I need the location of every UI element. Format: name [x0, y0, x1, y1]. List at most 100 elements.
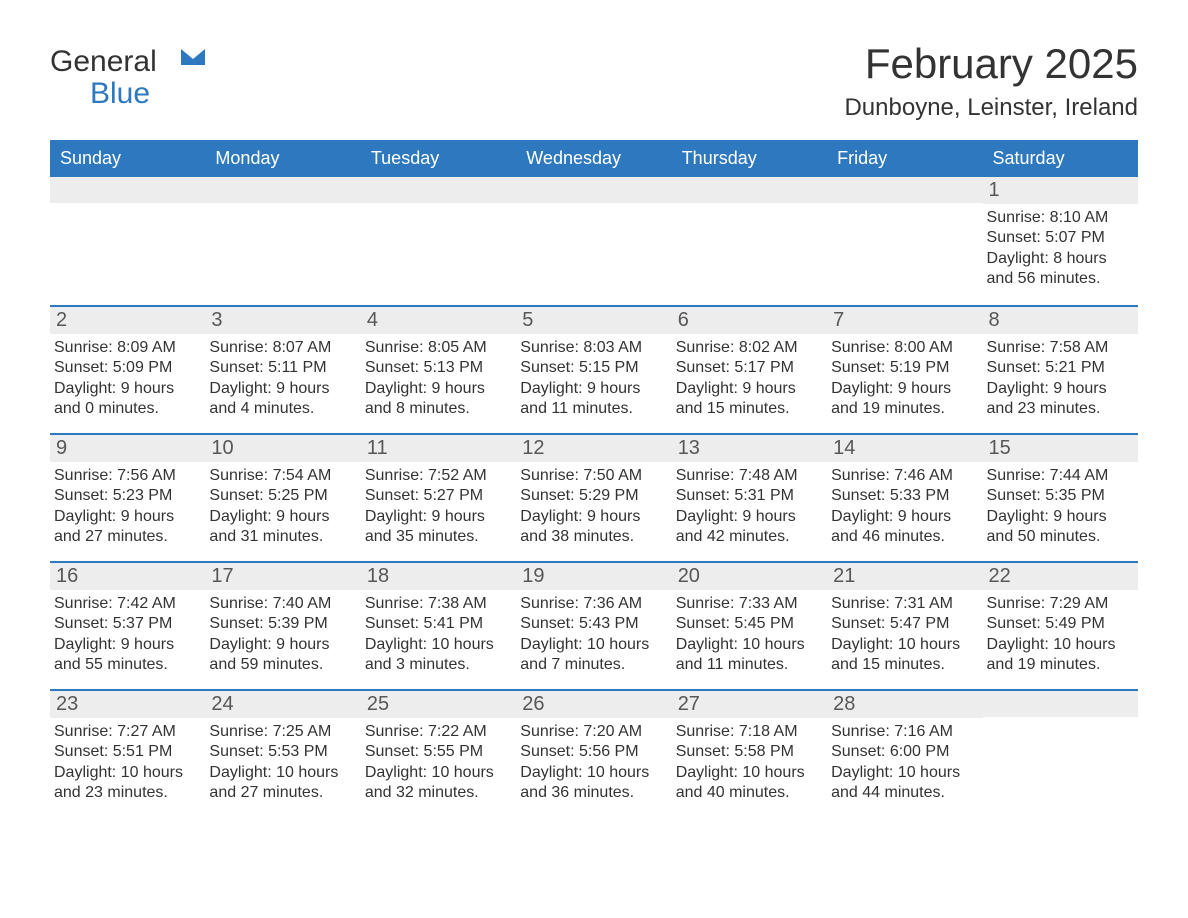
cell-body [50, 203, 205, 217]
calendar-cell: 17Sunrise: 7:40 AMSunset: 5:39 PMDayligh… [205, 563, 360, 689]
cell-body: Sunrise: 8:09 AMSunset: 5:09 PMDaylight:… [50, 334, 205, 430]
page-header: General Blue February 2025 Dunboyne, Lei… [50, 40, 1138, 122]
sunrise-text: Sunrise: 7:27 AM [54, 722, 199, 742]
daylight-text: Daylight: 10 hours and 44 minutes. [831, 763, 976, 804]
sunrise-text: Sunrise: 7:58 AM [987, 338, 1132, 358]
sunset-text: Sunset: 5:49 PM [987, 614, 1132, 634]
calendar-cell: 9Sunrise: 7:56 AMSunset: 5:23 PMDaylight… [50, 435, 205, 561]
daylight-text: Daylight: 9 hours and 42 minutes. [676, 507, 821, 548]
sunrise-text: Sunrise: 7:38 AM [365, 594, 510, 614]
sunset-text: Sunset: 5:07 PM [987, 228, 1132, 248]
sunset-text: Sunset: 5:25 PM [209, 486, 354, 506]
sunrise-text: Sunrise: 7:52 AM [365, 466, 510, 486]
calendar-cell-empty [361, 177, 516, 305]
cell-body: Sunrise: 7:56 AMSunset: 5:23 PMDaylight:… [50, 462, 205, 558]
day-number: 7 [827, 307, 982, 334]
sunset-text: Sunset: 5:29 PM [520, 486, 665, 506]
sunrise-text: Sunrise: 7:31 AM [831, 594, 976, 614]
calendar-cell: 23Sunrise: 7:27 AMSunset: 5:51 PMDayligh… [50, 691, 205, 817]
day-number: 8 [983, 307, 1138, 334]
sunrise-text: Sunrise: 7:29 AM [987, 594, 1132, 614]
calendar-cell: 22 Sunrise: 7:29 AMSunset: 5:49 PMDayligh… [983, 563, 1138, 689]
day-number [672, 177, 827, 203]
sunrise-text: Sunrise: 8:07 AM [209, 338, 354, 358]
day-number [827, 177, 982, 203]
calendar-cell: 6Sunrise: 8:02 AMSunset: 5:17 PMDaylight… [672, 307, 827, 433]
daylight-text: Daylight: 10 hours and 40 minutes. [676, 763, 821, 804]
sunrise-text: Sunrise: 7:40 AM [209, 594, 354, 614]
daylight-text: Daylight: 9 hours and 23 minutes. [987, 379, 1132, 420]
day-number [516, 177, 671, 203]
calendar-cell: 5Sunrise: 8:03 AMSunset: 5:15 PMDaylight… [516, 307, 671, 433]
day-header-row: SundayMondayTuesdayWednesdayThursdayFrid… [50, 140, 1138, 177]
daylight-text: Daylight: 9 hours and 46 minutes. [831, 507, 976, 548]
sunrise-text: Sunrise: 7:48 AM [676, 466, 821, 486]
day-number: 26 [516, 691, 671, 718]
day-number: 3 [205, 307, 360, 334]
cell-body: Sunrise: 7:38 AMSunset: 5:41 PMDaylight:… [361, 590, 516, 686]
month-title: February 2025 [844, 40, 1138, 88]
sunset-text: Sunset: 5:31 PM [676, 486, 821, 506]
day-number: 12 [516, 435, 671, 462]
calendar-cell: 4Sunrise: 8:05 AMSunset: 5:13 PMDaylight… [361, 307, 516, 433]
sunset-text: Sunset: 5:15 PM [520, 358, 665, 378]
sunrise-text: Sunrise: 7:25 AM [209, 722, 354, 742]
week-row: 1Sunrise: 8:10 AMSunset: 5:07 PMDaylight… [50, 177, 1138, 305]
calendar-cell: 7Sunrise: 8:00 AMSunset: 5:19 PMDaylight… [827, 307, 982, 433]
day-number: 22 [983, 563, 1138, 590]
daylight-text: Daylight: 10 hours and 7 minutes. [520, 635, 665, 676]
day-number: 27 [672, 691, 827, 718]
sunrise-text: Sunrise: 7:20 AM [520, 722, 665, 742]
cell-body: Sunrise: 7:22 AMSunset: 5:55 PMDaylight:… [361, 718, 516, 814]
calendar-cell: 8Sunrise: 7:58 AMSunset: 5:21 PMDaylight… [983, 307, 1138, 433]
brand-text: General Blue [50, 40, 205, 109]
daylight-text: Daylight: 10 hours and 15 minutes. [831, 635, 976, 676]
day-number: 21 [827, 563, 982, 590]
day-header-cell: Thursday [672, 140, 827, 177]
cell-body: Sunrise: 7:52 AMSunset: 5:27 PMDaylight:… [361, 462, 516, 558]
daylight-text: Daylight: 9 hours and 31 minutes. [209, 507, 354, 548]
sunset-text: Sunset: 5:55 PM [365, 742, 510, 762]
daylight-text: Daylight: 9 hours and 8 minutes. [365, 379, 510, 420]
cell-body: Sunrise: 8:00 AMSunset: 5:19 PMDaylight:… [827, 334, 982, 430]
cell-body: Sunrise: 7:16 AMSunset: 6:00 PMDaylight:… [827, 718, 982, 814]
calendar-cell: 14Sunrise: 7:46 AMSunset: 5:33 PMDayligh… [827, 435, 982, 561]
cell-body [361, 203, 516, 217]
sunset-text: Sunset: 5:41 PM [365, 614, 510, 634]
sunrise-text: Sunrise: 8:09 AM [54, 338, 199, 358]
sunset-text: Sunset: 5:37 PM [54, 614, 199, 634]
calendar-cell: 24Sunrise: 7:25 AMSunset: 5:53 PMDayligh… [205, 691, 360, 817]
sunrise-text: Sunrise: 7:18 AM [676, 722, 821, 742]
cell-body: Sunrise: 7:54 AMSunset: 5:25 PMDaylight:… [205, 462, 360, 558]
calendar-cell-empty [827, 177, 982, 305]
cell-body: Sunrise: 8:02 AMSunset: 5:17 PMDaylight:… [672, 334, 827, 430]
day-number [50, 177, 205, 203]
day-number: 4 [361, 307, 516, 334]
sunrise-text: Sunrise: 7:46 AM [831, 466, 976, 486]
daylight-text: Daylight: 9 hours and 19 minutes. [831, 379, 976, 420]
day-number [983, 691, 1138, 717]
location: Dunboyne, Leinster, Ireland [844, 94, 1138, 122]
calendar-cell: 27Sunrise: 7:18 AMSunset: 5:58 PMDayligh… [672, 691, 827, 817]
daylight-text: Daylight: 9 hours and 55 minutes. [54, 635, 199, 676]
sunrise-text: Sunrise: 7:54 AM [209, 466, 354, 486]
cell-body: Sunrise: 7:50 AMSunset: 5:29 PMDaylight:… [516, 462, 671, 558]
calendar-cell: 20Sunrise: 7:33 AMSunset: 5:45 PMDayligh… [672, 563, 827, 689]
day-number: 13 [672, 435, 827, 462]
calendar-cell: 28Sunrise: 7:16 AMSunset: 6:00 PMDayligh… [827, 691, 982, 817]
calendar-cell: 11Sunrise: 7:52 AMSunset: 5:27 PMDayligh… [361, 435, 516, 561]
daylight-text: Daylight: 10 hours and 19 minutes. [987, 635, 1132, 676]
calendar-cell: 26Sunrise: 7:20 AMSunset: 5:56 PMDayligh… [516, 691, 671, 817]
cell-body: Sunrise: 7:40 AMSunset: 5:39 PMDaylight:… [205, 590, 360, 686]
sunset-text: Sunset: 5:11 PM [209, 358, 354, 378]
day-header-cell: Tuesday [361, 140, 516, 177]
day-header-cell: Monday [205, 140, 360, 177]
cell-body: Sunrise: 7:18 AMSunset: 5:58 PMDaylight:… [672, 718, 827, 814]
flag-icon [163, 46, 205, 78]
sunset-text: Sunset: 5:43 PM [520, 614, 665, 634]
calendar-cell-empty [50, 177, 205, 305]
sunset-text: Sunset: 5:13 PM [365, 358, 510, 378]
cell-body [983, 717, 1138, 731]
sunset-text: Sunset: 5:39 PM [209, 614, 354, 634]
daylight-text: Daylight: 10 hours and 32 minutes. [365, 763, 510, 804]
